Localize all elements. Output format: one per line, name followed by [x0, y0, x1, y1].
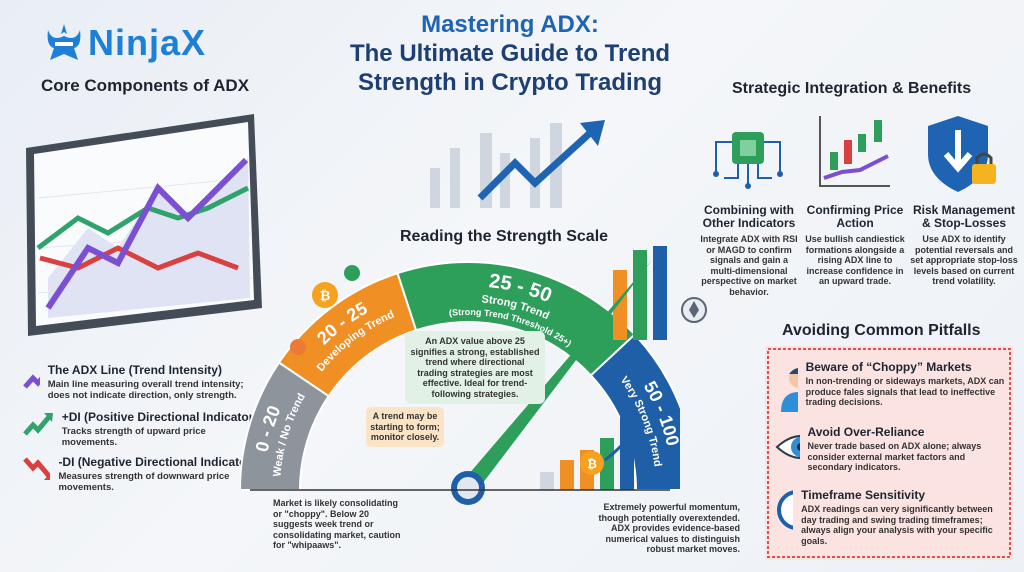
confused-person-icon: ? — [781, 368, 798, 412]
zigzag-border — [767, 348, 1011, 558]
candlestick-chart-icon — [819, 116, 890, 187]
gauge-needle — [462, 260, 652, 492]
svg-text:₿: ₿ — [587, 457, 597, 471]
bitcoin-coin-icon — [312, 282, 338, 308]
note-strong: An ADX value above 25 signifies a strong… — [405, 331, 545, 404]
legend-desc: Tracks strength of upward price movement… — [61, 426, 206, 448]
card-desc: Integrate ADX with RSI or MAGD to confir… — [700, 234, 798, 297]
title-line-3: Strength in Crypto Trading — [358, 69, 662, 96]
pitfall-title: Timeframe Sensitivity — [801, 488, 925, 502]
clock-toggle-icon — [777, 490, 794, 530]
strategic-card-indicators: Combining with Other Indicators Integrate… — [697, 204, 801, 297]
rising-trend-illustration — [430, 120, 605, 208]
pitfall-desc: Never trade based on ADX alone; always c… — [807, 441, 982, 472]
legend-item-plus-di: +DI (Positive Directional Indicator) Trac… — [22, 410, 262, 448]
circuit-chip-icon — [713, 132, 783, 189]
shield-lock-icon — [928, 116, 996, 192]
strategic-title: Strategic Integration & Benefits — [732, 80, 972, 97]
title-line-2: The Ultimate Guide to Trend — [349, 40, 671, 67]
pitfall-timeframe: Timeframe Sensitivity ADX readings can ve… — [775, 488, 1010, 546]
needle-pivot — [451, 471, 485, 505]
note-very-strong: Extremely powerful momentum, though pote… — [598, 502, 740, 554]
ethereum-coin-icon — [681, 297, 707, 323]
red-down-arrow-icon — [23, 457, 51, 480]
pitfalls-box — [765, 346, 1013, 560]
eye-cross-icon — [775, 435, 800, 459]
legend-desc: Main line measuring overall trend intens… — [47, 379, 244, 401]
green-up-arrow-icon — [23, 413, 53, 436]
card-desc: Use bullish candiestick formations along… — [805, 234, 905, 286]
minus-di-line — [39, 245, 239, 271]
legend-title: +DI (Positive Directional Indicator) — [61, 410, 258, 424]
bitcoin-coin-icon — [580, 451, 604, 475]
monitor-chart-illustration — [26, 114, 262, 336]
pitfall-title: Avoid Over-Reliance — [807, 425, 925, 439]
brand-logo: NinjaX — [44, 22, 206, 64]
pitfall-desc: ADX readings can very significantly betw… — [801, 504, 993, 546]
gauge-segment — [589, 333, 680, 491]
core-components-title: Core Components of ADX — [40, 76, 250, 95]
brand-name: NinjaX — [88, 22, 207, 63]
note-weak: Market is likely consolidating or "chopp… — [273, 498, 401, 550]
strategic-card-risk: Risk Management & Stop-Losses Use ADX to … — [908, 204, 1020, 287]
pitfall-title: Beware of “Choppy” Markets — [805, 360, 972, 374]
main-title: Mastering ADX: The Ultimate Guide to Tre… — [330, 10, 690, 97]
card-title: Combining with Other Indicators — [702, 203, 796, 230]
ethereum-green-coin-icon — [344, 265, 360, 281]
card-desc: Use ADX to identify potential reversals … — [910, 234, 1018, 286]
legend-item-minus-di: -DI (Negative Directional Indicator) Meas… — [22, 455, 262, 493]
legend-item-adx: The ADX Line (Trend Intensity) Main line … — [22, 363, 262, 401]
svg-text:₿: ₿ — [320, 288, 331, 303]
legend-desc: Measures strength of downward price move… — [58, 471, 230, 493]
pitfall-desc: In non-trending or sideways markets, ADX… — [805, 376, 1005, 407]
purple-up-arrow-icon — [23, 374, 40, 389]
pitfall-over-reliance: Avoid Over-Reliance Never trade based on … — [775, 425, 1010, 473]
pitfall-choppy: ? Beware of “Choppy” Markets In non-trend… — [775, 360, 1010, 412]
title-line-1: Mastering ADX: — [421, 11, 599, 38]
legend-title: The ADX Line (Trend Intensity) — [47, 363, 222, 377]
coin-icon — [290, 339, 306, 355]
ninja-helmet-icon — [47, 24, 81, 60]
pitfalls-title: Avoiding Common Pitfalls — [782, 322, 981, 339]
strategic-card-price-action: Confirming Price Action Use bullish candi… — [803, 204, 907, 287]
card-title: Confirming Price Action — [806, 203, 904, 230]
card-title: Risk Management & Stop-Losses — [912, 203, 1016, 230]
adx-line — [45, 157, 249, 310]
scale-title: Reading the Strength Scale — [400, 228, 609, 245]
legend-title: -DI (Negative Directional Indicator) — [58, 455, 256, 469]
note-developing: A trend may be starting to form; monitor… — [366, 407, 444, 447]
